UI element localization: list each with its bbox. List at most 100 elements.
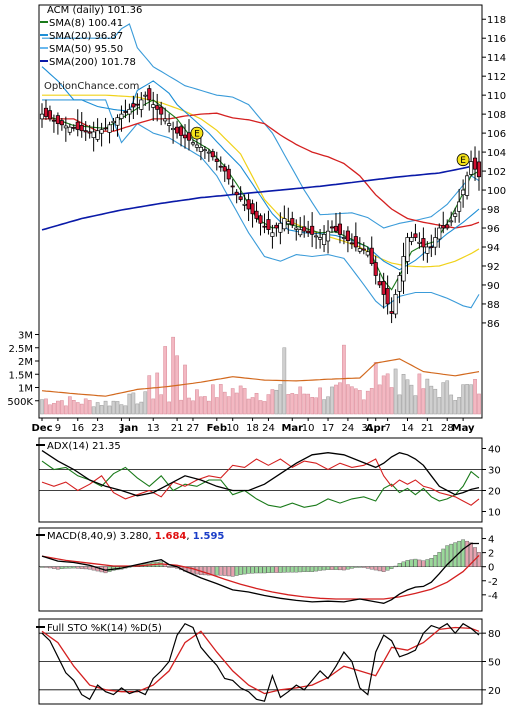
bollinger-upper-line (42, 23, 480, 229)
macd-histogram-bar (254, 566, 259, 574)
date-tick-label: Feb (207, 423, 227, 434)
candle-body (51, 119, 56, 122)
macd-histogram-bar (167, 566, 172, 568)
candle-body (139, 99, 144, 110)
volume-bar (258, 400, 263, 415)
macd-line (41, 542, 479, 604)
macd-histogram-bar (425, 559, 430, 567)
volume-bar (405, 379, 410, 415)
candle-body (349, 242, 354, 245)
macd-histogram-bar (67, 566, 72, 569)
volume-bar (441, 382, 446, 415)
candle-body (234, 191, 239, 196)
volume-bar (199, 396, 203, 415)
candle-body (441, 225, 446, 229)
volume-bar (171, 336, 175, 415)
volume-bar (433, 388, 438, 415)
candle-body (357, 248, 362, 252)
macd-histogram-bar (302, 566, 307, 572)
date-tick-label: May (452, 423, 475, 434)
macd-histogram-bar (202, 566, 207, 576)
macd-histogram-bar (373, 566, 378, 571)
macd-histogram-bar (278, 566, 283, 573)
price-tick-label: 106 (487, 129, 506, 140)
candle-body (258, 215, 263, 224)
volume-bar (155, 372, 160, 415)
candle-body (437, 227, 442, 240)
price-tick-label: 100 (487, 186, 506, 197)
volume-bar (99, 405, 104, 415)
macd-tick-label: 2 (488, 549, 494, 560)
macd-histogram-bar (389, 566, 394, 569)
macd-histogram-bar (421, 560, 426, 567)
sto-k-line (41, 622, 480, 702)
volume-bar (103, 400, 108, 415)
macd-histogram-bar (171, 566, 175, 568)
candle-body (159, 106, 164, 115)
candle-body (314, 235, 319, 238)
candle-body (397, 275, 402, 292)
candle-body (103, 127, 108, 130)
date-tick-label: 3 (118, 423, 124, 434)
candle-body (472, 157, 478, 170)
macd-histogram-bar (40, 566, 44, 568)
volume-bar (163, 346, 168, 415)
candle-body (302, 226, 307, 232)
date-tick-label: 28 (441, 423, 454, 434)
candle-body (190, 142, 196, 145)
volume-bar (238, 385, 243, 415)
volume-bar (115, 401, 120, 415)
macd-histogram-bar (83, 566, 88, 570)
macd-histogram-bar (210, 566, 215, 576)
candle-body (95, 130, 100, 140)
candle-body (270, 232, 275, 237)
macd-histogram-bar (87, 566, 92, 570)
candle-body (369, 247, 374, 264)
macd-histogram-bar (441, 548, 446, 567)
macd-histogram-bar (377, 566, 382, 572)
date-tick-label: 23 (91, 423, 104, 434)
price-panel: 86 88 90 92 94 96 98 100 102 104 106 108 110 112 114 11… (7, 4, 506, 434)
price-tick-label: 104 (487, 148, 506, 159)
plus-di-line (41, 460, 480, 508)
volume-bar (326, 396, 330, 415)
macd-histogram-bar (71, 566, 76, 569)
macd-histogram-bar (63, 566, 68, 569)
volume-bar (63, 405, 68, 415)
candle-body (182, 134, 188, 139)
volume-bar (147, 375, 152, 415)
date-tick-label: 13 (147, 423, 160, 434)
volume-bar (67, 396, 72, 415)
volume-bar (377, 384, 382, 415)
volume-bar (230, 388, 235, 415)
candle-body (425, 246, 430, 254)
volume-bar (429, 385, 434, 415)
candle-body (449, 220, 454, 223)
macd-histogram-bar (401, 561, 406, 567)
candle-body (131, 103, 136, 108)
watermark-label: OptionChance.com (44, 81, 139, 92)
date-tick-label: 27 (187, 423, 200, 434)
price-tick-label: 102 (487, 167, 506, 178)
macd-histogram-bar (449, 543, 454, 567)
earnings-marker (190, 126, 204, 140)
candle-body (365, 251, 370, 256)
volume-bar (167, 401, 171, 415)
macd-histogram-bar (246, 566, 251, 574)
macd-histogram-bar (409, 559, 414, 567)
macd-histogram-bar (306, 566, 311, 572)
candle-body (111, 120, 116, 124)
volume-bar (119, 404, 124, 415)
volume-bar (48, 404, 52, 415)
candle-body (238, 196, 243, 200)
macd-red-value: 1.684 (155, 531, 187, 542)
candle-body (421, 238, 426, 248)
volume-bar (469, 384, 473, 415)
macd-histogram-bar (433, 555, 438, 567)
macd-histogram-bar (238, 566, 243, 575)
bollinger-lower-line (42, 99, 480, 309)
volume-bar (254, 392, 259, 415)
volume-bar (222, 391, 227, 415)
macd-histogram-bar (381, 566, 386, 572)
candle-body (79, 124, 84, 132)
